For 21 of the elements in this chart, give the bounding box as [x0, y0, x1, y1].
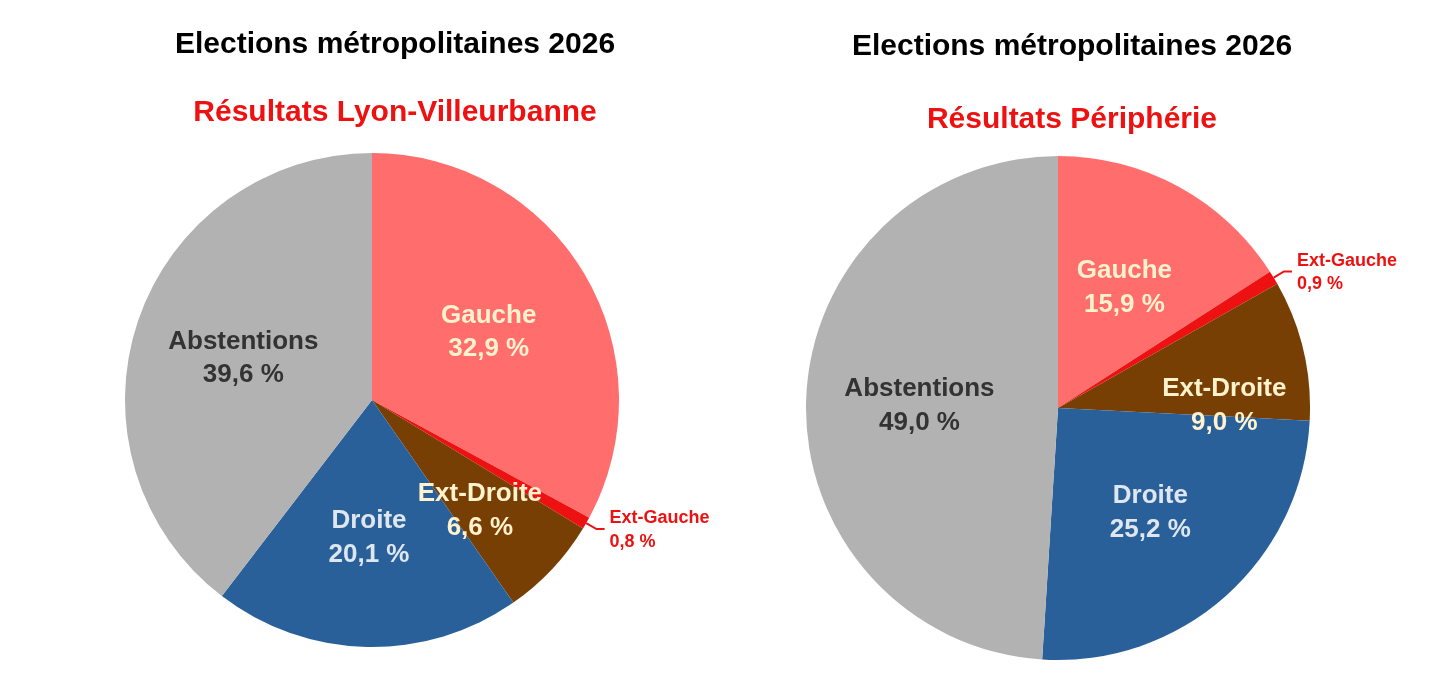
- slice-label: Droite: [1112, 479, 1188, 510]
- slice-label: Ext-Droite: [1162, 372, 1287, 403]
- slice-label: Droite: [331, 503, 407, 534]
- slice-label: Gauche: [441, 298, 537, 329]
- slice-label: Abstentions: [844, 371, 995, 402]
- data-label: 49,0 %: [878, 405, 960, 436]
- chart-subtitle: Résultats Périphérie: [926, 100, 1218, 134]
- data-label: 39,6 %: [202, 358, 284, 389]
- chart-title: Elections métropolitaines 2026: [174, 25, 616, 59]
- slice-label: Abstentions: [168, 324, 319, 355]
- chart-subtitle: Résultats Lyon-Villeurbanne: [193, 93, 597, 127]
- data-label: 15,9 %: [1083, 288, 1165, 319]
- slice-label: Gauche: [1076, 254, 1173, 285]
- data-label: 0,8 %: [609, 530, 656, 551]
- data-label: 0,9 %: [1296, 273, 1343, 294]
- slice-label: Ext-Gauche: [1296, 249, 1397, 270]
- data-label: 25,2 %: [1109, 513, 1191, 544]
- data-label: 32,9 %: [448, 332, 530, 363]
- data-label: 20,1 %: [328, 537, 410, 568]
- slice-label: Ext-Gauche: [609, 507, 710, 528]
- chart-title: Elections métropolitaines 2026: [851, 27, 1293, 61]
